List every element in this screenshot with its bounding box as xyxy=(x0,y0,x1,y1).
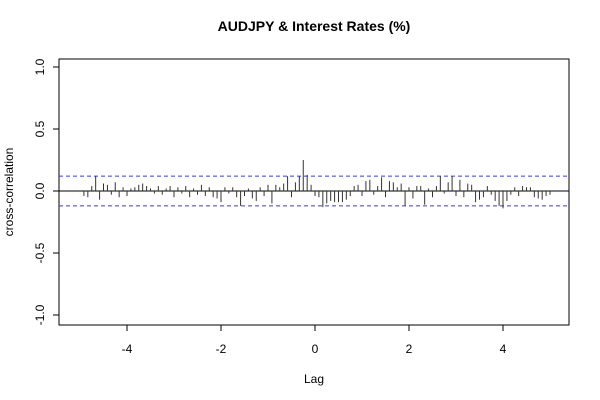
y-tick-label: 0.0 xyxy=(33,182,47,199)
x-axis-label: Lag xyxy=(304,372,324,386)
plot-frame xyxy=(58,58,570,326)
y-tick-label: 0.5 xyxy=(33,120,47,137)
correlation-spikes xyxy=(83,160,551,209)
y-axis: -1.0 -0.5 0.0 0.5 1.0 xyxy=(33,58,59,325)
y-axis-label: cross-correlation xyxy=(2,148,16,237)
x-tick-label: 4 xyxy=(500,342,507,356)
y-tick-label: 1.0 xyxy=(33,58,47,75)
x-tick-label: -4 xyxy=(122,342,133,356)
y-tick-label: -1.0 xyxy=(33,304,47,325)
x-axis: -4 -2 0 2 4 xyxy=(122,325,507,356)
chart-title: AUDJPY & Interest Rates (%) xyxy=(218,18,411,34)
x-tick-label: 2 xyxy=(406,342,413,356)
x-tick-label: 0 xyxy=(312,342,319,356)
y-tick-label: -0.5 xyxy=(33,242,47,263)
confidence-bounds xyxy=(59,175,569,207)
x-tick-label: -2 xyxy=(216,342,227,356)
